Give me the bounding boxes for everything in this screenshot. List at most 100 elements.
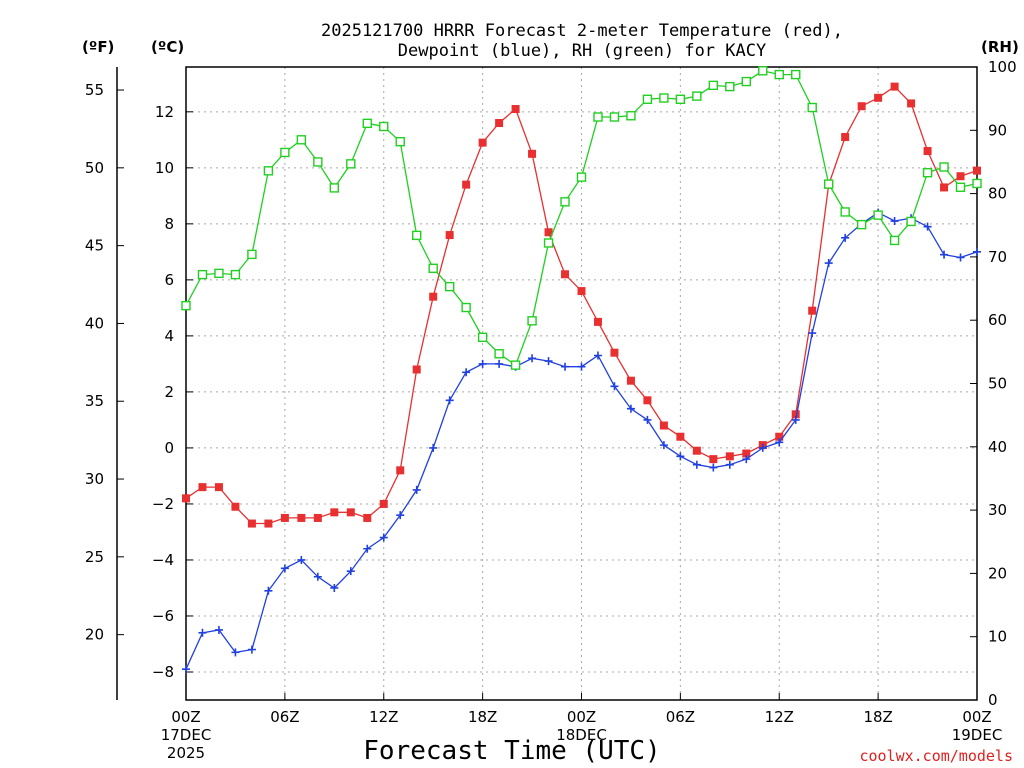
rh-point	[197, 269, 208, 280]
x-tick-label: 06Z	[666, 708, 695, 726]
dewpoint-point	[379, 533, 388, 542]
rh-unit-label: (RH)	[981, 38, 1019, 56]
temperature-point	[742, 449, 751, 458]
dewpoint-point	[396, 511, 405, 520]
temperature-point	[396, 466, 405, 475]
temperature-point	[841, 133, 850, 142]
rh-tick-label: 10	[988, 628, 1007, 646]
x-tick-label: 00Z	[962, 708, 991, 726]
dewpoint-point	[841, 233, 850, 242]
dewpoint-point	[363, 544, 372, 553]
plot-frame	[185, 66, 978, 701]
celsius-unit-label: (ºC)	[151, 38, 184, 56]
temperature-point	[890, 82, 899, 91]
rh-point	[873, 210, 883, 220]
dewpoint-point	[725, 460, 734, 469]
dewpoint-point	[247, 645, 256, 654]
rh-point	[774, 69, 784, 80]
temperature-point	[907, 99, 916, 108]
rh-point	[675, 94, 686, 104]
dewpoint-point	[495, 359, 504, 368]
celsius-tick-label: 0	[164, 439, 174, 457]
rh-point	[741, 76, 751, 87]
temperature-point	[973, 166, 981, 175]
rh-point	[791, 69, 801, 80]
dewpoint-point	[659, 441, 668, 450]
data-series	[181, 66, 982, 674]
celsius-tick-label: −8	[152, 663, 174, 681]
dewpoint-point	[544, 357, 553, 366]
temperature-point	[412, 365, 421, 374]
dewpoint-point	[643, 415, 652, 424]
temperature-point	[495, 119, 504, 128]
fahrenheit-tick-label: 50	[85, 159, 104, 177]
fahrenheit-tick-label: 40	[85, 314, 104, 332]
dewpoint-point	[445, 396, 454, 405]
temperature-point	[923, 147, 932, 156]
rh-tick-label: 30	[988, 501, 1007, 519]
rh-point	[444, 281, 455, 292]
temperature-point	[429, 292, 438, 301]
rh-point	[214, 268, 224, 279]
x-tick-label: 12Z	[369, 708, 398, 726]
rh-point	[922, 168, 933, 178]
rh-point	[428, 263, 438, 273]
dewpoint-point	[692, 460, 701, 469]
dewpoint-point	[231, 648, 240, 657]
celsius-tick-label: −6	[152, 607, 174, 625]
celsius-tick-label: 8	[164, 215, 174, 233]
fahrenheit-tick-label: 30	[85, 470, 104, 488]
rh-point	[477, 332, 488, 342]
dewpoint-point	[478, 359, 487, 368]
temperature-point	[379, 499, 388, 508]
temperature-point	[577, 287, 586, 296]
rh-tick-label: 70	[988, 248, 1007, 266]
rh-point	[313, 157, 323, 167]
dewpoint-point	[610, 382, 619, 391]
dewpoint-point	[709, 463, 718, 472]
fahrenheit-tick-label: 55	[85, 81, 104, 99]
x-tick-label: 2025	[167, 744, 205, 762]
temperature-point	[709, 455, 718, 464]
celsius-tick-label: 4	[164, 327, 174, 345]
rh-point	[692, 91, 702, 101]
temperature-point	[725, 452, 734, 461]
temperature-point	[610, 348, 619, 357]
x-tick-label: 00Z	[171, 708, 200, 726]
dewpoint-point	[313, 572, 322, 581]
axes	[116, 66, 978, 701]
rh-point	[263, 166, 274, 176]
rh-point	[346, 159, 356, 169]
dewpoint-point	[561, 362, 570, 371]
temperature-point	[511, 105, 520, 114]
dewpoint-point	[923, 222, 932, 231]
dewpoint-point	[956, 253, 965, 262]
temperature-point	[874, 93, 883, 102]
temperature-point	[280, 513, 289, 522]
temperature-series	[182, 82, 981, 528]
celsius-tick-label: −4	[152, 551, 174, 569]
dewpoint-point	[890, 217, 899, 226]
dewpoint-point	[593, 351, 602, 360]
temperature-point	[593, 317, 602, 326]
celsius-tick-label: −2	[152, 495, 174, 513]
rh-point	[230, 269, 241, 280]
temperature-point	[231, 502, 240, 511]
temperature-point	[528, 149, 537, 158]
temperature-point	[791, 410, 800, 419]
dewpoint-point	[346, 567, 355, 576]
temperature-point	[297, 513, 306, 522]
dewpoint-point	[297, 555, 306, 564]
rh-point	[609, 112, 620, 122]
temperature-point	[182, 494, 190, 503]
dewpoint-point	[577, 362, 586, 371]
dewpoint-point	[676, 452, 685, 461]
rh-point	[840, 207, 850, 217]
dewpoint-point	[775, 438, 784, 447]
rh-tick-label: 20	[988, 564, 1007, 582]
rh-tick-label: 0	[988, 691, 998, 709]
dewpoint-point	[742, 455, 751, 464]
fahrenheit-tick-label: 25	[85, 548, 104, 566]
rh-tick-label: 80	[988, 185, 1007, 203]
